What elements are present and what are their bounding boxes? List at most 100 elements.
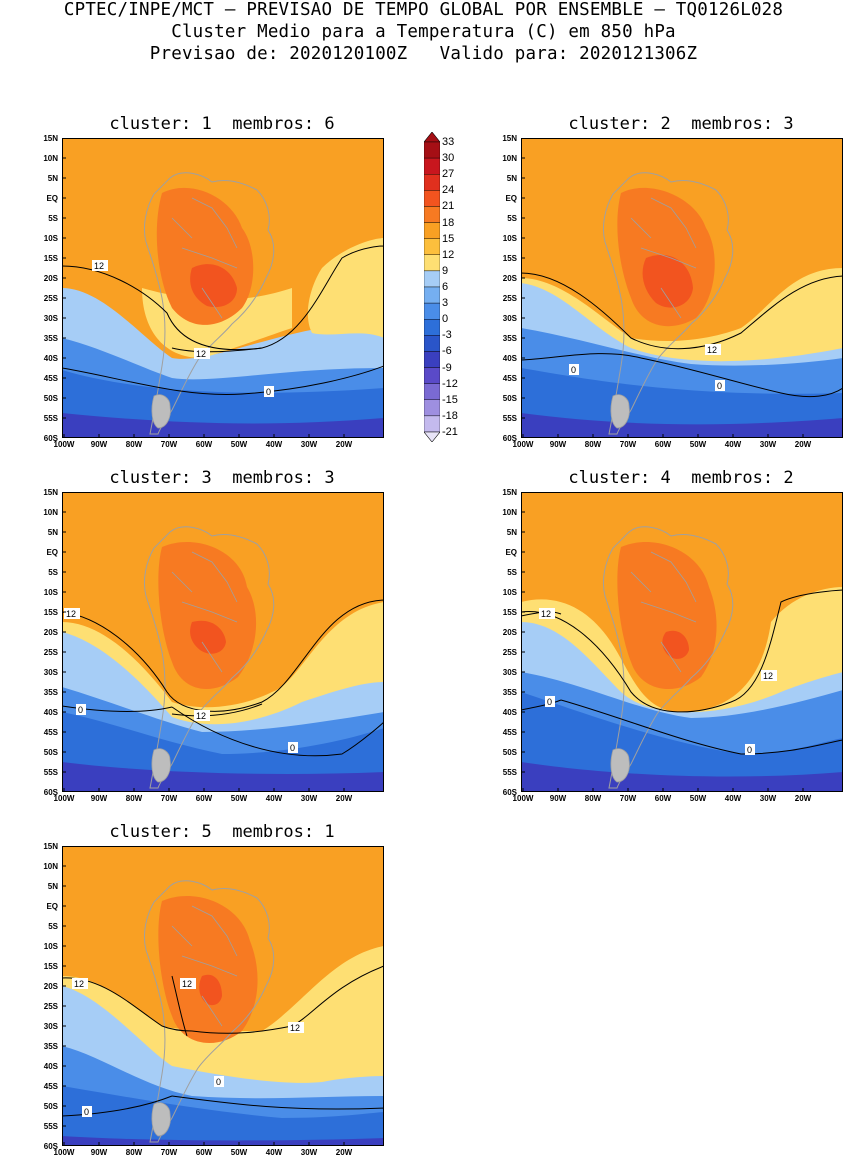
colorbar-label: 12	[442, 248, 455, 261]
longitude-tick: 80W	[125, 794, 143, 803]
isotherm-label-bg	[745, 744, 755, 755]
isotherm-label: 0	[78, 705, 83, 715]
colorbar-label: 33	[442, 136, 455, 148]
colorbar-swatch	[424, 286, 440, 304]
map-frame	[521, 138, 843, 438]
isotherm-label-bg	[180, 978, 196, 989]
longitude-tick: 60W	[654, 440, 672, 449]
isotherm-label-bg	[64, 608, 80, 619]
colorbar-swatch	[424, 415, 440, 433]
header-line-1: CPTEC/INPE/MCT – PREVISAO DE TEMPO GLOBA…	[63, 0, 784, 20]
latitude-tick: 25S	[43, 648, 58, 657]
latitude-tick: EQ	[505, 194, 517, 203]
map-frame	[62, 492, 384, 792]
isotherm-label: 12	[66, 609, 76, 619]
latitude-tick: EQ	[46, 902, 58, 911]
latitude-tick: 60S	[43, 788, 58, 797]
header-line-2: Cluster Medio para a Temperatura (C) em …	[171, 22, 676, 42]
colorbar-swatch	[424, 335, 440, 352]
latitude-tick: 45S	[502, 374, 517, 383]
south-america-outline	[143, 172, 275, 435]
colorbar-arrow-bottom	[424, 431, 440, 442]
temperature-band	[617, 541, 717, 689]
longitude-tick: 80W	[125, 1148, 143, 1157]
isotherm-line	[521, 589, 843, 713]
isotherm-label-bg	[194, 710, 210, 721]
temperature-band	[190, 620, 226, 654]
isotherm-line	[62, 599, 384, 712]
temperature-band	[190, 264, 237, 308]
latitude-tick: EQ	[46, 548, 58, 557]
latitude-tick: 15N	[43, 134, 58, 143]
colorbar	[424, 132, 440, 442]
latitude-tick: 10N	[43, 154, 58, 163]
latitude-tick: 20S	[43, 628, 58, 637]
longitude-tick: 70W	[619, 440, 637, 449]
latitude-tick: 10N	[43, 862, 58, 871]
latitude-tick: 30S	[502, 314, 517, 323]
longitude-tick: 50W	[230, 794, 248, 803]
latitude-tick: 10N	[43, 508, 58, 517]
longitude-tick: 90W	[90, 1148, 108, 1157]
header-line-3: Previsao de: 2020120100Z Valido para: 20…	[149, 44, 698, 64]
latitude-tick: 20S	[43, 274, 58, 283]
colorbar-label: -3	[442, 329, 452, 342]
latitude-tick: 55S	[502, 414, 517, 423]
latitude-tick: 45S	[502, 728, 517, 737]
latitude-tick: EQ	[46, 194, 58, 203]
isotherm-label: 12	[196, 349, 206, 359]
latitude-tick: 15S	[43, 962, 58, 971]
south-america-outline	[143, 880, 275, 1143]
longitude-tick: 40W	[724, 794, 742, 803]
temperature-band	[62, 413, 384, 438]
panel-title-3: cluster: 3 membros: 3	[109, 468, 335, 488]
latitude-tick: 5S	[507, 568, 517, 577]
isotherm-line	[62, 977, 193, 1032]
longitude-tick: 90W	[549, 440, 567, 449]
latitude-tick: 15S	[43, 608, 58, 617]
temperature-band	[521, 368, 843, 438]
latitude-tick: 5S	[48, 922, 58, 931]
map-frame	[521, 492, 843, 792]
temperature-band	[307, 238, 384, 338]
isotherm-label-bg	[569, 364, 579, 375]
temperature-band	[158, 895, 258, 1043]
colorbar-label: -21	[442, 426, 458, 438]
latitude-tick: 50S	[43, 1102, 58, 1111]
isotherm-label: 12	[74, 979, 84, 989]
longitude-tick: 30W	[759, 794, 777, 803]
longitude-tick: 80W	[584, 440, 602, 449]
latitude-tick: 50S	[502, 748, 517, 757]
colorbar-swatch	[424, 174, 440, 191]
map-panel-3: 12 12 0 0	[62, 492, 384, 792]
longitude-tick: 80W	[584, 794, 602, 803]
temperature-band	[62, 1086, 384, 1146]
tierra-del-fuego	[151, 748, 171, 783]
latitude-tick: 45S	[43, 374, 58, 383]
latitude-tick: 50S	[43, 748, 58, 757]
longitude-tick: 30W	[300, 440, 318, 449]
latitude-tick: 15S	[502, 254, 517, 263]
longitude-tick: 70W	[160, 1148, 178, 1157]
isotherm-label-bg	[715, 380, 725, 391]
latitude-tick: 40S	[502, 708, 517, 717]
colorbar-label: 24	[442, 184, 455, 197]
longitude-tick: 100W	[53, 794, 75, 803]
isotherm-label: 0	[547, 697, 552, 707]
panel-title-1: cluster: 1 membros: 6	[109, 114, 335, 134]
isotherm-label-bg	[92, 260, 108, 271]
map-frame	[62, 846, 384, 1146]
longitude-tick: 50W	[230, 1148, 248, 1157]
longitude-tick: 30W	[759, 440, 777, 449]
country-borders	[171, 551, 238, 673]
colorbar-swatch	[424, 141, 440, 159]
isotherm-label-bg	[82, 1106, 92, 1117]
longitude-tick: 70W	[619, 794, 637, 803]
latitude-tick: 5S	[507, 214, 517, 223]
latitude-tick: 20S	[43, 982, 58, 991]
colorbar-label: 9	[442, 264, 449, 277]
isotherm-label: 0	[717, 381, 722, 391]
latitude-tick: 10S	[502, 234, 517, 243]
latitude-tick: 40S	[43, 708, 58, 717]
longitude-tick: 20W	[794, 794, 812, 803]
